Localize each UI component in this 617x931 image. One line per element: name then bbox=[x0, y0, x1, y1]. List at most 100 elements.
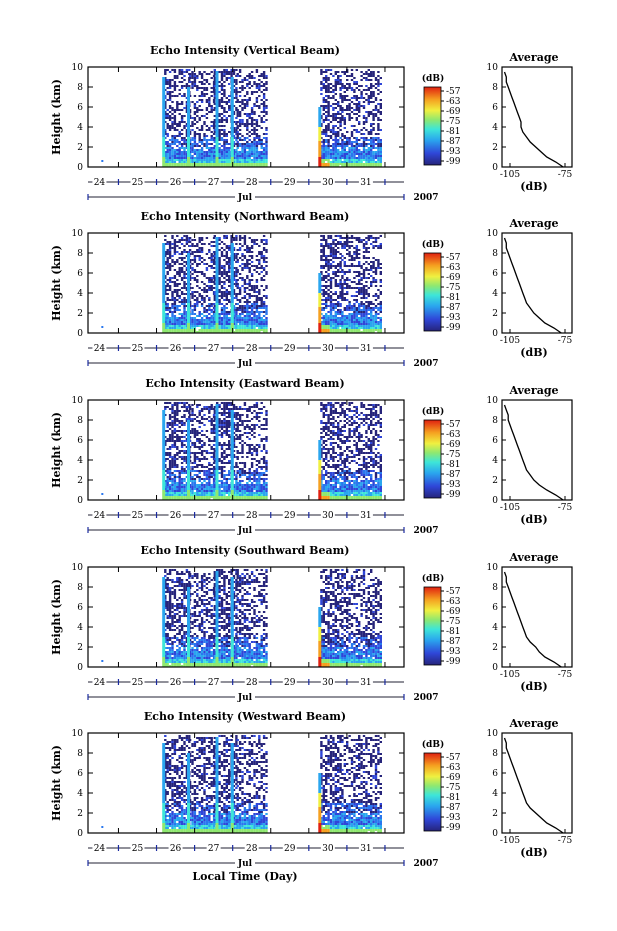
heatmap-cell bbox=[350, 155, 354, 157]
heatmap-cell bbox=[337, 323, 340, 325]
heatmap-cell bbox=[367, 73, 370, 75]
heatmap-cell bbox=[258, 135, 261, 137]
heatmap-cell bbox=[337, 283, 340, 285]
heatmap-cell bbox=[339, 303, 342, 305]
heatmap-cell bbox=[236, 253, 239, 255]
heatmap-cell bbox=[173, 161, 177, 163]
heatmap-cell bbox=[358, 317, 361, 319]
heatmap-cell bbox=[236, 321, 239, 323]
heatmap-cell bbox=[341, 283, 344, 285]
heatmap-cell bbox=[250, 285, 254, 287]
heatmap-cell bbox=[178, 325, 181, 327]
heatmap-cell bbox=[329, 297, 333, 299]
heatmap-cell bbox=[218, 129, 221, 131]
heatmap-cell bbox=[232, 309, 236, 311]
heatmap-streak bbox=[230, 139, 234, 141]
heatmap-cell bbox=[334, 73, 337, 75]
heatmap-cell bbox=[166, 297, 169, 299]
heatmap-cell bbox=[238, 301, 242, 303]
heatmap-cell bbox=[355, 95, 358, 97]
heatmap-cell bbox=[334, 311, 337, 313]
heatmap-cell bbox=[210, 95, 213, 97]
heatmap-cell bbox=[232, 159, 236, 161]
heatmap-cell bbox=[210, 281, 213, 283]
heatmap-cell bbox=[377, 141, 380, 143]
heatmap-cell bbox=[198, 119, 201, 121]
heatmap-cell bbox=[322, 321, 325, 323]
heatmap-cell bbox=[196, 297, 199, 299]
heatmap-streak bbox=[215, 243, 219, 245]
heatmap-streak bbox=[318, 283, 322, 285]
heatmap-cell bbox=[341, 295, 344, 297]
heatmap-cell bbox=[374, 267, 378, 269]
heatmap-cell bbox=[341, 331, 344, 333]
heatmap-cell bbox=[329, 279, 333, 281]
heatmap-streak bbox=[215, 163, 219, 165]
heatmap-cell bbox=[193, 149, 197, 151]
heatmap-cell bbox=[353, 109, 356, 111]
heatmap-streak bbox=[215, 323, 219, 325]
heatmap-cell bbox=[208, 73, 211, 75]
heatmap-cell bbox=[220, 303, 224, 305]
heatmap-cell bbox=[325, 163, 328, 165]
heatmap-cell bbox=[168, 251, 172, 253]
heatmap-cell bbox=[210, 245, 213, 247]
panel-title: Echo Intensity (Northward Beam) bbox=[141, 210, 350, 223]
heatmap-cell bbox=[258, 297, 261, 299]
heatmap-cell bbox=[329, 129, 333, 131]
heatmap-cell bbox=[241, 109, 244, 111]
heatmap-cell bbox=[379, 139, 382, 141]
heatmap-cell bbox=[210, 253, 213, 255]
heatmap-streak bbox=[215, 109, 219, 111]
heatmap-cell bbox=[198, 331, 201, 333]
heatmap-cell bbox=[200, 99, 204, 101]
heatmap-cell bbox=[337, 143, 340, 145]
heatmap-cell bbox=[332, 95, 335, 97]
heatmap-cell bbox=[225, 297, 228, 299]
heatmap-cell bbox=[183, 323, 186, 325]
heatmap-cell bbox=[341, 291, 344, 293]
heatmap-cell bbox=[360, 157, 363, 159]
heatmap-cell bbox=[223, 73, 226, 75]
heatmap-cell bbox=[337, 155, 340, 157]
heatmap-cell bbox=[350, 325, 354, 327]
heatmap-cell bbox=[238, 95, 242, 97]
heatmap-cell bbox=[210, 71, 213, 73]
heatmap-cell bbox=[176, 135, 179, 137]
heatmap-cell bbox=[377, 295, 380, 297]
heatmap-cell bbox=[334, 131, 337, 133]
heatmap-cell bbox=[220, 137, 224, 139]
heatmap-cell bbox=[213, 321, 216, 323]
heatmap-cell bbox=[332, 117, 335, 119]
heatmap-cell bbox=[193, 261, 197, 263]
heatmap-cell bbox=[332, 251, 335, 253]
heatmap-cell bbox=[180, 237, 184, 239]
heatmap-cell bbox=[322, 79, 325, 81]
heatmap-cell bbox=[348, 253, 351, 255]
heatmap-streak bbox=[215, 91, 219, 93]
heatmap-cell bbox=[213, 165, 216, 167]
heatmap-cell bbox=[180, 117, 184, 119]
heatmap-cell bbox=[255, 141, 259, 143]
heatmap-cell bbox=[241, 331, 244, 333]
heatmap-cell bbox=[365, 257, 368, 259]
heatmap-cell bbox=[228, 267, 231, 269]
heatmap-cell bbox=[210, 137, 213, 139]
heatmap-cell bbox=[183, 311, 186, 313]
heatmap-cell bbox=[379, 247, 382, 249]
heatmap-streak bbox=[215, 307, 219, 309]
heatmap-cell bbox=[325, 149, 328, 151]
heatmap-cell bbox=[362, 257, 366, 259]
heatmap-cell bbox=[320, 265, 323, 267]
heatmap-cell bbox=[180, 69, 184, 71]
heatmap-cell bbox=[343, 243, 346, 245]
heatmap-cell bbox=[346, 157, 349, 159]
heatmap-cell bbox=[360, 151, 363, 153]
heatmap-cell bbox=[193, 271, 197, 273]
heatmap-cell bbox=[166, 283, 169, 285]
heatmap-cell bbox=[353, 303, 356, 305]
heatmap-cell bbox=[253, 157, 256, 159]
heatmap-cell bbox=[370, 123, 373, 125]
heatmap-cell bbox=[210, 277, 213, 279]
heatmap-cell bbox=[265, 323, 268, 325]
